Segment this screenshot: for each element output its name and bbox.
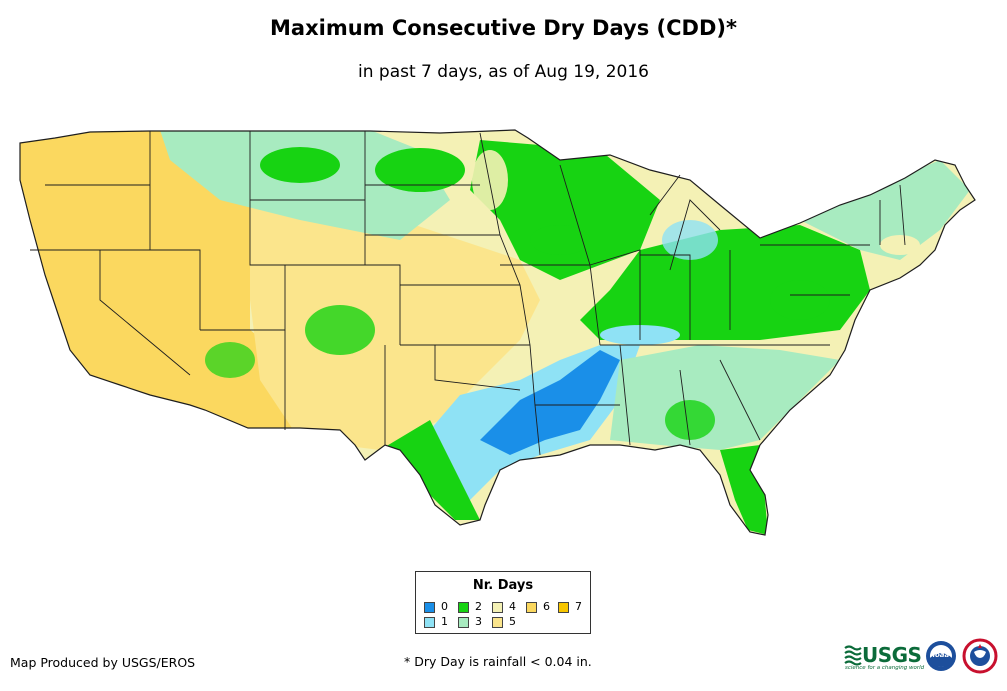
cdd-zone-midwest: [470, 140, 660, 280]
legend: Nr. Days 0 1 2 3 4 5 6 7: [415, 571, 591, 634]
boundary-illinois-indiana: [589, 249, 641, 340]
legend-label-2: 2: [475, 600, 482, 613]
legend-item-4: 4: [492, 601, 516, 613]
cdd-patch-dakotas: [375, 148, 465, 192]
cdd-zone-southwest: [250, 180, 540, 450]
producer-credit: Map Produced by USGS/EROS: [10, 655, 196, 670]
boundary-pennsylvania: [760, 244, 870, 296]
cdd-patch-minnesota: [472, 150, 508, 210]
usgs-wordmark: USGS: [862, 643, 922, 667]
legend-swatch-7: [558, 601, 569, 613]
legend-label-5: 5: [509, 615, 516, 628]
legend-swatch-4: [492, 601, 503, 613]
dry-day-note: * Dry Day is rainfall < 0.04 in.: [404, 654, 592, 669]
cdd-patch-virginia: [770, 280, 830, 320]
boundary-ohio-indiana: [640, 250, 731, 340]
legend-label-1: 1: [441, 615, 448, 628]
cdd-patch-new-england: [880, 235, 920, 255]
noaa-logo-icon: [926, 641, 956, 671]
us-cdd-map: [19, 129, 976, 536]
boundary-california-nevada: [99, 250, 191, 376]
legend-label-7: 7: [575, 600, 582, 613]
legend-item-0: 0: [424, 601, 448, 613]
legend-item-7: 7: [558, 601, 582, 613]
us-outline: [19, 129, 976, 536]
noaa-wordmark: noaa: [930, 651, 950, 659]
legend-title: Nr. Days: [472, 578, 534, 593]
boundary-central-meridian: [479, 132, 541, 456]
legend-label-4: 4: [509, 600, 516, 613]
cdd-patch-iowa: [530, 225, 590, 255]
cdd-patch-alabama: [665, 400, 715, 440]
legend-swatch-2: [458, 601, 469, 613]
legend-item-1: 1: [424, 616, 448, 628]
boundary-deep-south: [619, 344, 761, 446]
legend-label-3: 3: [475, 615, 482, 628]
legend-swatch-5: [492, 616, 503, 628]
legend-label-0: 0: [441, 600, 448, 613]
boundary-new-england: [879, 184, 906, 246]
legend-item-6: 6: [526, 601, 550, 613]
cdd-zone-southeast: [610, 345, 840, 450]
legend-swatch-1: [424, 616, 435, 628]
boundary-michigan: [649, 174, 721, 271]
cdd-patch-arizona: [205, 342, 255, 378]
boundary-colorado: [285, 264, 401, 345]
cdd-patch-montana: [260, 147, 340, 183]
legend-label-6: 6: [543, 600, 550, 613]
legend-item-3: 3: [458, 616, 482, 628]
legend-swatch-6: [526, 601, 537, 613]
legend-item-2: 2: [458, 601, 482, 613]
boundary-texas-oklahoma: [384, 345, 521, 445]
usgs-tagline: science for a changing world: [845, 665, 925, 671]
cdd-zone-texas-coast: [380, 420, 480, 520]
state-boundaries: [30, 131, 906, 456]
nws-logo-icon: [962, 638, 998, 674]
agency-logos: [844, 638, 998, 674]
cdd-patch-colorado: [305, 305, 375, 355]
cdd-zone-south-central-0: [480, 350, 620, 455]
cdd-zone-northeast: [800, 160, 970, 260]
boundary-idaho-nevada: [149, 131, 201, 330]
cdd-zone-northern-plains: [160, 130, 450, 240]
cdd-raster: [20, 130, 975, 535]
usgs-logo-icon: [844, 645, 862, 666]
legend-swatch-0: [424, 601, 435, 613]
legend-item-5: 5: [492, 616, 516, 628]
legend-swatch-3: [458, 616, 469, 628]
map-title: Maximum Consecutive Dry Days (CDD)*: [270, 16, 737, 40]
map-subtitle: in past 7 days, as of Aug 19, 2016: [358, 62, 649, 82]
cdd-patch-michigan: [662, 220, 718, 260]
